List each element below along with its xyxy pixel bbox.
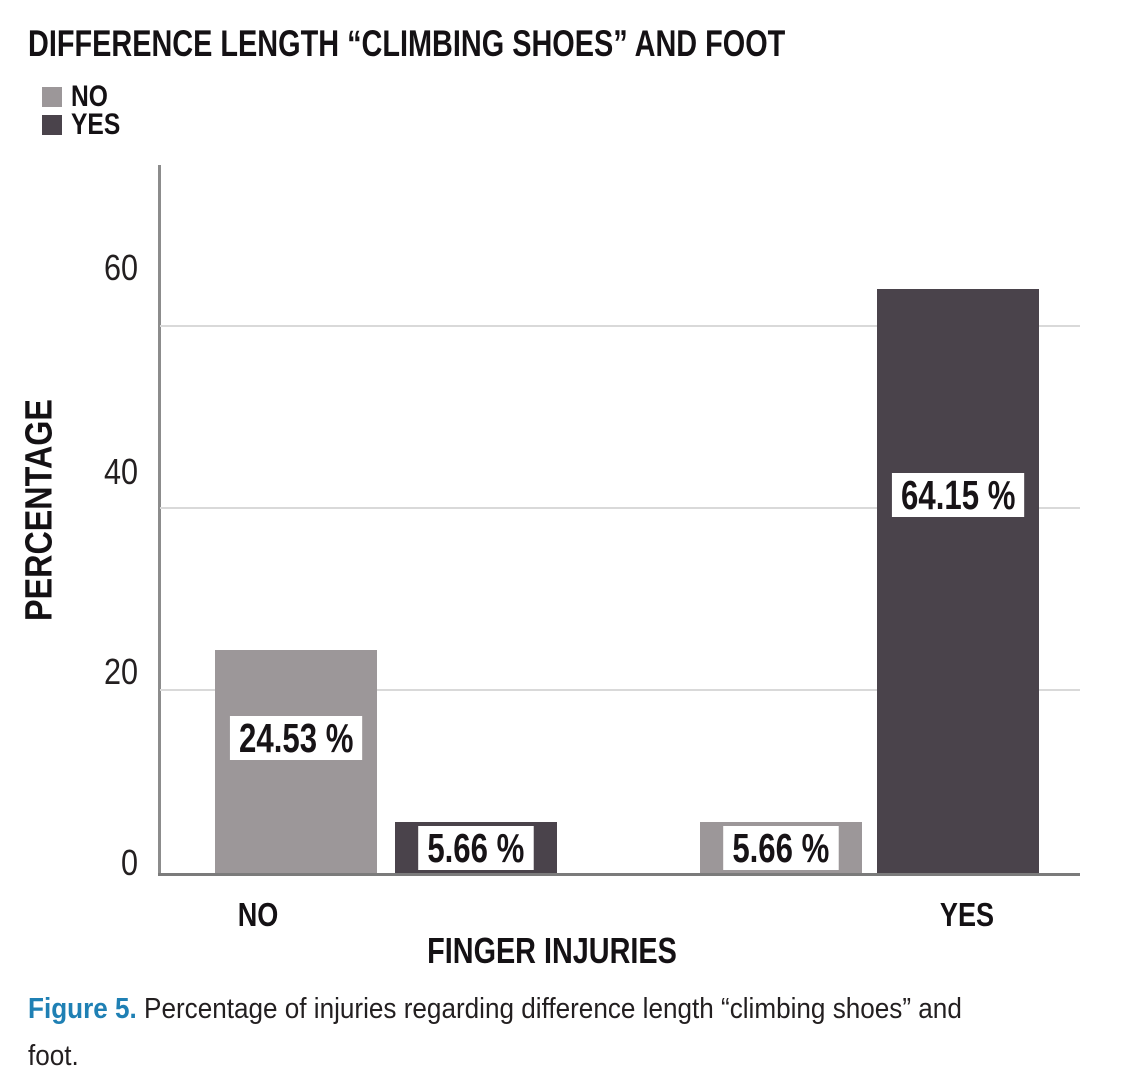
value-label-wrap: 64.15 % (877, 473, 1039, 518)
value-label-wrap: 24.53 % (215, 715, 377, 760)
legend: NO YES (42, 80, 131, 142)
caption-text: Percentage of injuries regarding differe… (28, 993, 962, 1072)
legend-item-yes: YES (42, 108, 131, 141)
y-tick-0: 0 (120, 842, 138, 883)
caption-label: Figure 5. (28, 993, 137, 1025)
bar-no-group-yes: 5.66 % (395, 821, 557, 873)
figure-caption: Figure 5. Percentage of injuries regardi… (28, 986, 982, 1080)
value-label: 64.15 % (891, 473, 1025, 518)
legend-swatch-no (42, 86, 62, 107)
value-label: 5.66 % (723, 826, 839, 870)
y-axis-line (158, 165, 161, 873)
value-label-wrap: 5.66 % (700, 826, 862, 870)
y-tick-20: 20 (103, 651, 138, 692)
value-label: 24.53 % (229, 715, 363, 760)
y-tick-40: 40 (103, 451, 138, 492)
legend-item-no: NO (42, 80, 131, 113)
bar-yes-group-no: 5.66 % (700, 821, 862, 873)
bar-no-group-no: 24.53 % (215, 649, 377, 873)
chart-title: DIFFERENCE LENGTH “CLIMBING SHOES” AND F… (28, 22, 999, 65)
bar-yes-group-yes: 64.15 % (877, 289, 1039, 873)
category-label-no: NO (237, 896, 279, 933)
plot-area: 24.53 % 5.66 % 5.66 % 64.15 % (160, 165, 1080, 873)
gridline-20 (160, 689, 1080, 691)
y-tick-60: 60 (103, 247, 138, 288)
gridline-40 (160, 507, 1080, 509)
x-axis-line (158, 873, 1080, 876)
category-label-yes: YES (939, 896, 995, 933)
value-label-wrap: 5.66 % (395, 826, 557, 870)
chart-title-text: DIFFERENCE LENGTH “CLIMBING SHOES” AND F… (28, 23, 786, 64)
legend-label-no: NO (71, 80, 108, 113)
legend-swatch-yes (42, 114, 62, 135)
x-axis-title: FINGER INJURIES (427, 930, 677, 971)
legend-label-yes: YES (71, 108, 121, 141)
value-label: 5.66 % (418, 826, 534, 870)
y-axis-title: PERCENTAGE (18, 399, 61, 621)
gridline-60 (160, 325, 1080, 327)
